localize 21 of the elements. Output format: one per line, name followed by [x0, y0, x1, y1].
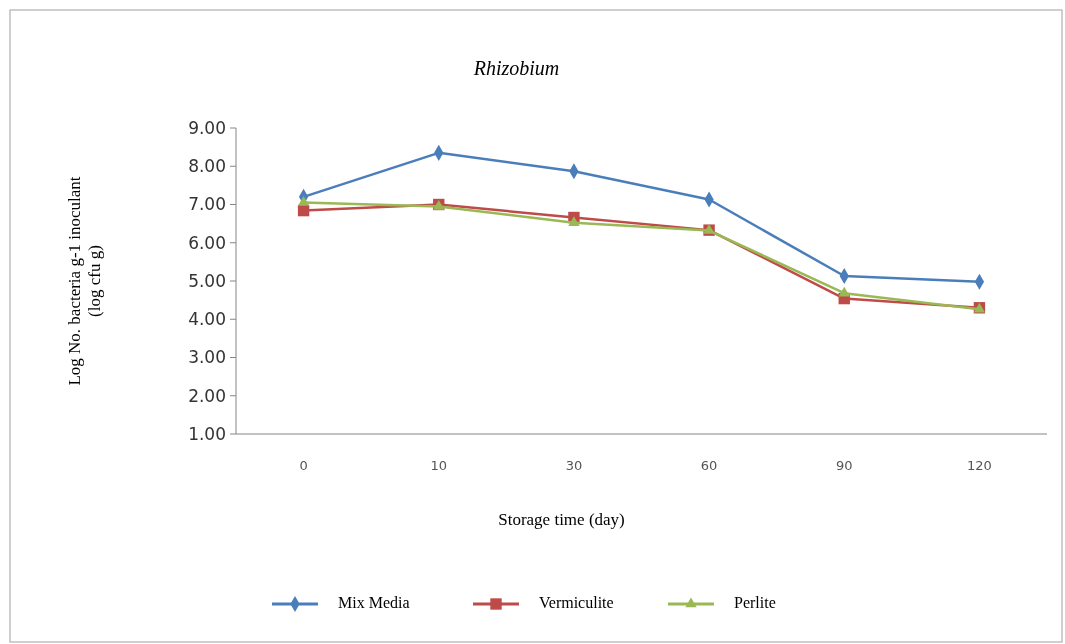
- x-tick-label: 90: [835, 458, 853, 473]
- y-tick-label: 6.00: [188, 232, 226, 253]
- x-tick-label: 60: [700, 458, 718, 473]
- y-tick-label: 3.00: [188, 347, 226, 368]
- x-tick-label: 0: [299, 458, 308, 473]
- y-tick-label: 7.00: [188, 194, 226, 215]
- y-tick-label: 4.00: [188, 309, 226, 330]
- legend-label: Vermiculite: [539, 594, 614, 611]
- y-tick-label: 2.00: [188, 385, 226, 406]
- y-tick-label: 1.00: [188, 423, 226, 444]
- x-tick-label: 30: [565, 458, 583, 473]
- y-axis-title: Log No. bacteria g-1 inoculant (log cfu g): [65, 176, 104, 386]
- x-tick-label: 120: [967, 458, 992, 473]
- x-axis-title: Storage time (day): [498, 510, 625, 529]
- y-tick-label: 8.00: [188, 156, 226, 177]
- y-tick-label: 9.00: [188, 117, 226, 138]
- legend-label: Perlite: [734, 594, 776, 611]
- legend-label: Mix Media: [338, 594, 410, 611]
- x-tick-label: 10: [430, 458, 448, 473]
- y-tick-label: 5.00: [188, 270, 226, 291]
- chart-title: Rhizobium: [472, 57, 560, 79]
